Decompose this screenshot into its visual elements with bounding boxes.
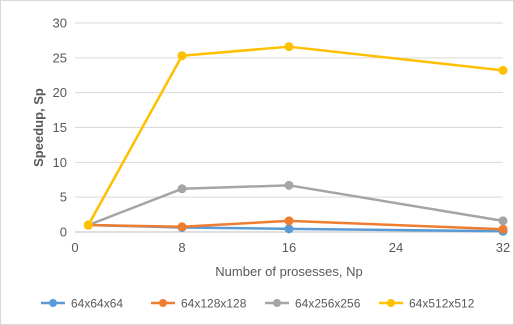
tick-labels: 0 5 10 15 20 25 30 0 8 16 24 32 xyxy=(53,16,511,256)
data-point xyxy=(284,180,294,190)
legend-item-64x128x128: 64x128x128 xyxy=(151,297,247,311)
data-point xyxy=(284,42,294,52)
data-point xyxy=(498,224,508,234)
x-tick-label: 8 xyxy=(178,240,185,255)
legend-label: 64x256x256 xyxy=(295,297,361,311)
series-line xyxy=(87,45,505,227)
y-tick-label: 30 xyxy=(53,16,67,31)
y-tick-label: 0 xyxy=(60,225,67,240)
x-tick-label: 32 xyxy=(496,240,510,255)
y-tick-label: 15 xyxy=(53,120,67,135)
legend-swatch-marker xyxy=(159,299,167,307)
legend-item-64x512x512: 64x512x512 xyxy=(379,297,475,311)
x-tick-label: 16 xyxy=(282,240,296,255)
y-tick-label: 10 xyxy=(53,155,67,170)
x-axis-title: Number of prosesses, Np xyxy=(215,264,362,279)
legend-swatch-marker xyxy=(387,299,395,307)
data-point xyxy=(177,222,187,232)
data-point xyxy=(284,216,294,226)
y-axis-title: Speedup, Sp xyxy=(31,88,46,167)
y-tick-label: 20 xyxy=(53,85,67,100)
legend: 64x64x64 64x128x128 64x256x256 64x512x512 xyxy=(41,297,475,311)
data-point xyxy=(284,224,294,234)
gridlines xyxy=(75,22,503,198)
data-point xyxy=(83,220,93,230)
y-tick-label: 25 xyxy=(53,50,67,65)
series-line xyxy=(87,184,505,227)
series-64x512x512 xyxy=(83,42,508,230)
data-point xyxy=(498,65,508,75)
legend-item-64x64x64: 64x64x64 xyxy=(41,297,123,311)
legend-item-64x256x256: 64x256x256 xyxy=(265,297,361,311)
data-point xyxy=(177,184,187,194)
x-tick-label: 0 xyxy=(71,240,78,255)
data-point xyxy=(498,216,508,226)
legend-swatch-marker xyxy=(49,299,57,307)
legend-label: 64x64x64 xyxy=(71,297,123,311)
series-lines xyxy=(83,42,508,236)
series-line xyxy=(87,219,505,231)
legend-label: 64x128x128 xyxy=(181,297,247,311)
series-64x64x64 xyxy=(83,220,508,236)
data-point xyxy=(177,51,187,61)
legend-label: 64x512x512 xyxy=(409,297,475,311)
legend-swatch-marker xyxy=(273,299,281,307)
y-tick-label: 5 xyxy=(60,190,67,205)
x-tick-label: 24 xyxy=(389,240,403,255)
